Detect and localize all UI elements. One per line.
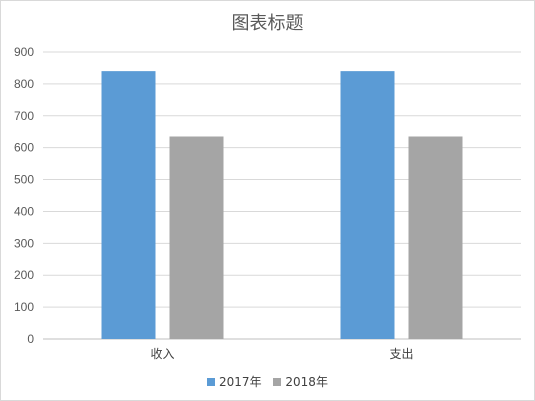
legend-swatch-2018 bbox=[273, 378, 282, 386]
legend-label-2018: 2018年 bbox=[285, 375, 328, 389]
chart-title: 图表标题 bbox=[231, 13, 304, 34]
y-tick-label: 500 bbox=[14, 173, 34, 187]
y-axis-ticks: 0 100 200 300 400 500 600 700 800 900 bbox=[14, 45, 34, 346]
y-tick-label: 600 bbox=[14, 141, 34, 155]
y-tick-label: 0 bbox=[27, 332, 34, 346]
legend-item-2018: 2018年 bbox=[273, 373, 328, 390]
y-tick-label: 800 bbox=[14, 77, 34, 91]
legend-label-2017: 2017年 bbox=[219, 375, 262, 389]
x-axis-categories: 收入 支出 bbox=[150, 347, 413, 361]
bar-支出-2018年 bbox=[408, 136, 463, 339]
legend: 2017年 2018年 bbox=[1, 373, 534, 390]
x-category-label: 收入 bbox=[150, 347, 174, 361]
y-tick-label: 900 bbox=[14, 45, 34, 59]
y-tick-label: 700 bbox=[14, 109, 34, 123]
legend-item-2017: 2017年 bbox=[207, 373, 262, 390]
y-tick-label: 100 bbox=[14, 300, 34, 314]
legend-swatch-2017 bbox=[207, 378, 216, 386]
y-tick-label: 300 bbox=[14, 236, 34, 250]
bar-收入-2017年 bbox=[101, 71, 156, 339]
bars bbox=[101, 71, 463, 339]
y-tick-label: 200 bbox=[14, 268, 34, 282]
bar-支出-2017年 bbox=[340, 71, 395, 339]
y-tick-label: 400 bbox=[14, 204, 34, 218]
x-category-label: 支出 bbox=[389, 347, 413, 361]
bar-收入-2018年 bbox=[169, 136, 224, 339]
